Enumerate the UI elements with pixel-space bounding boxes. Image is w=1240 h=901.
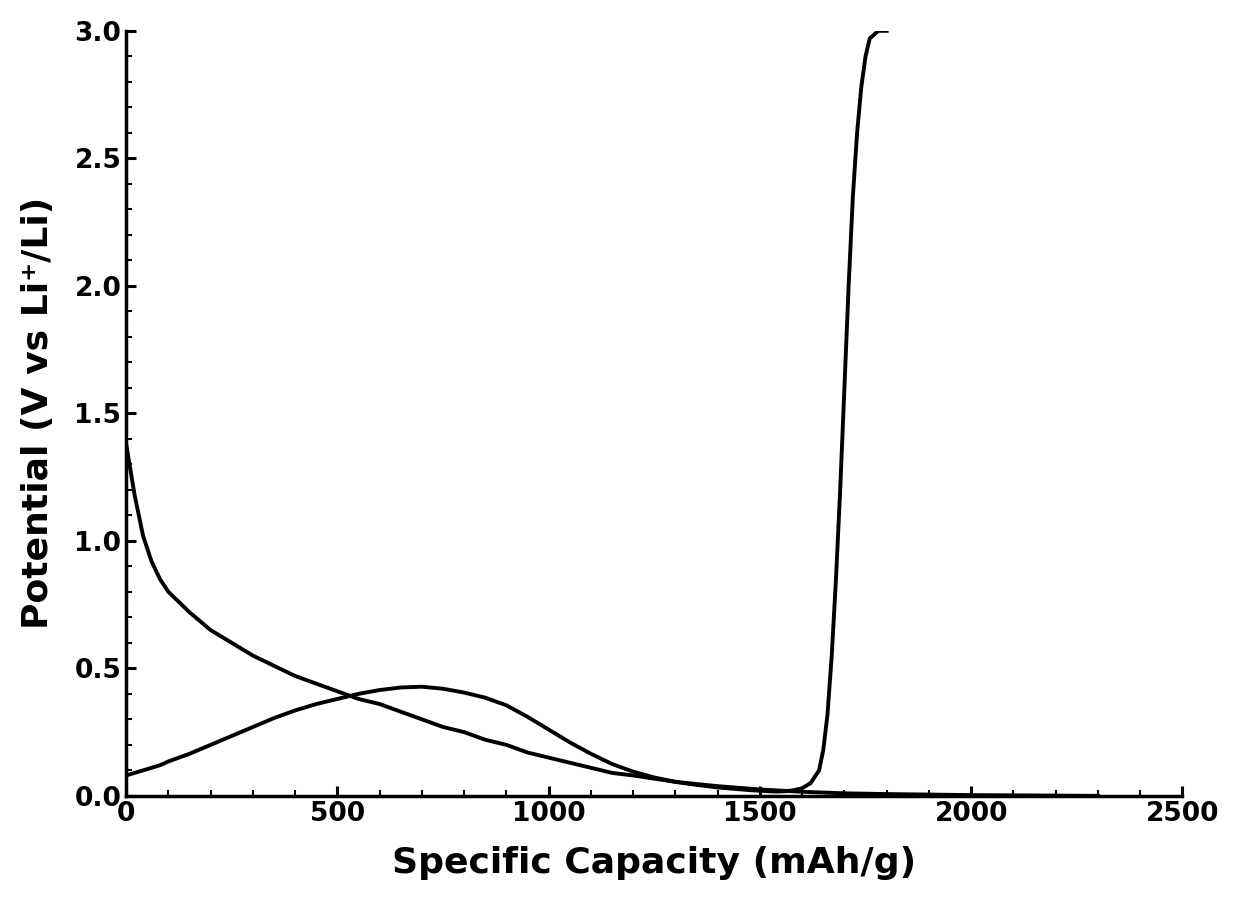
Y-axis label: Potential (V vs Li⁺/Li): Potential (V vs Li⁺/Li)	[21, 197, 55, 630]
X-axis label: Specific Capacity (mAh/g): Specific Capacity (mAh/g)	[392, 846, 916, 880]
